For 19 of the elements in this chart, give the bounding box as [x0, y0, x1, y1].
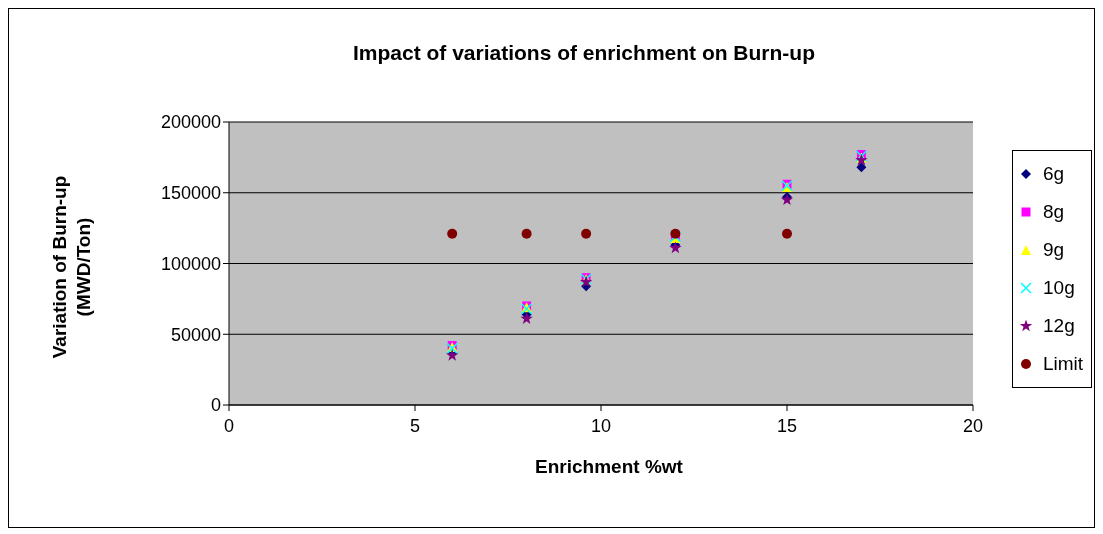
y-tick-label: 0 [210, 395, 221, 416]
y-tick-label: 200000 [160, 112, 221, 133]
x-tick-label: 0 [223, 415, 235, 436]
x-tick-label: 10 [590, 415, 612, 436]
legend-label: 10g [1043, 277, 1075, 299]
legend-label: 12g [1043, 315, 1075, 337]
x-tick-label: 15 [776, 415, 798, 436]
y-tick-label: 50000 [170, 324, 221, 345]
legend-label: Limit [1043, 353, 1084, 375]
x-tick-label: 5 [409, 415, 421, 436]
legend-label: 8g [1043, 201, 1065, 223]
legend-label: 6g [1043, 163, 1065, 185]
y-tick-label: 150000 [160, 183, 221, 204]
x-tick-label: 20 [962, 415, 984, 436]
y-axis-title: Variation of Burn-up (MWD/Ton) [48, 175, 95, 359]
x-axis-title: Enrichment %wt [534, 456, 684, 478]
chart-title: Impact of variations of enrichment on Burn-up [352, 41, 816, 65]
legend-label: 9g [1043, 239, 1065, 261]
y-tick-label: 100000 [160, 253, 221, 274]
